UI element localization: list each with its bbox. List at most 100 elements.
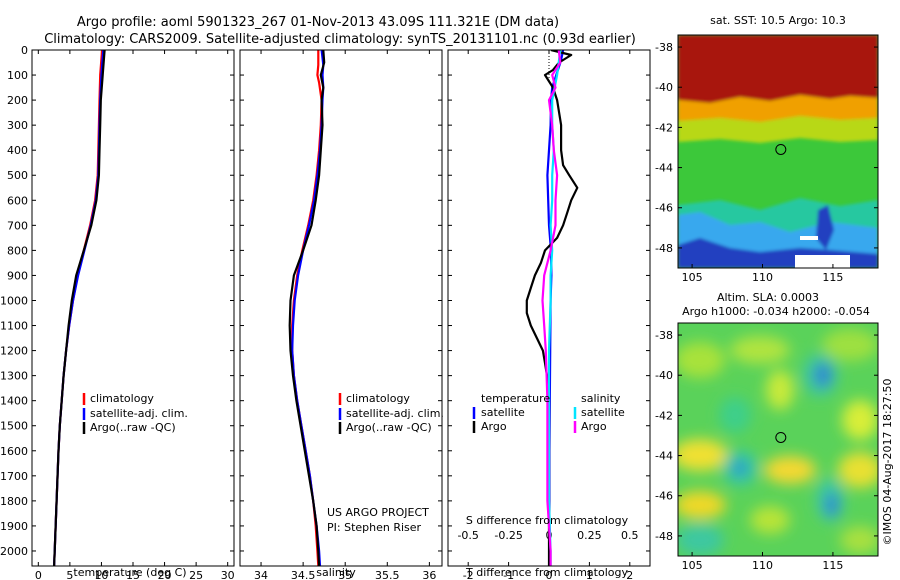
figure-title-line1: Argo profile: aoml 5901323_267 01-Nov-20… — [77, 15, 559, 30]
x-tick-label: 10 — [94, 569, 108, 580]
sst-yellow-band — [678, 116, 878, 143]
imos-timestamp: ©IMOS 04-Aug-2017 18:27:50 — [881, 379, 894, 546]
argo-location-marker — [775, 143, 787, 155]
map-lon-label: 110 — [752, 271, 773, 284]
series-line-satellite — [291, 50, 325, 566]
figure-title-line2: Climatology: CARS2009. Satellite-adjuste… — [44, 32, 636, 47]
legend-title-temperature: temperature — [481, 392, 550, 405]
depth-tick-label: 1600 — [0, 445, 28, 458]
x-tick-label: 25 — [189, 569, 203, 580]
sst-map-field — [678, 35, 878, 268]
map-lat-label: -48 — [655, 242, 673, 255]
x-tick-label: 35 — [338, 569, 352, 580]
depth-tick-label: 2000 — [0, 545, 28, 558]
pi-label: PI: Stephen Riser — [327, 521, 422, 534]
sst-map-frame — [677, 34, 879, 269]
series-line-argo — [53, 50, 106, 566]
x-tick-label: 34.5 — [291, 569, 316, 580]
x-tick-label: -2 — [463, 569, 474, 580]
depth-tick-label: 600 — [7, 194, 28, 207]
depth-axis-ticks: 0 100 200 300 400 500 600 700 800 900 1000 1100 1200… — [0, 44, 234, 558]
depth-tick-label: 300 — [7, 119, 28, 132]
legend-label-climatology: climatology — [346, 392, 410, 405]
map-lat-label: -38 — [655, 41, 673, 54]
sst-warm-band — [678, 35, 878, 103]
s-difference-axis-ticks: -0.5 -0.25 0 0.25 0.5 — [457, 529, 638, 542]
map-lon-label: 115 — [822, 559, 843, 572]
map-lon-label: 115 — [822, 271, 843, 284]
legend-title-salinity: salinity — [581, 392, 621, 405]
salinity-frame — [239, 49, 443, 567]
x-tick-label: 0 — [35, 569, 42, 580]
sst-missing-data — [795, 255, 850, 268]
depth-tick-label: 1900 — [0, 520, 28, 533]
difference-legend-salinity: salinity satellite Argo — [573, 392, 625, 433]
depth-tick-label: 100 — [7, 69, 28, 82]
depth-tick-label: 700 — [7, 219, 28, 232]
temperature-axis-ticks: 0 5 10 15 20 25 30 — [35, 50, 235, 580]
depth-tick-label: 1500 — [0, 420, 28, 433]
depth-tick-label: 800 — [7, 244, 28, 257]
sla-map-panel: Altim. SLA: 0.0003 Argo h1000: -0.034 h2… — [655, 291, 879, 572]
map-lat-label: -46 — [655, 490, 673, 503]
x-tick-label: 15 — [126, 569, 140, 580]
legend-label-satellite: satellite-adj. clim. — [346, 407, 444, 420]
temperature-profiles — [53, 50, 106, 566]
depth-tick-label: 0 — [21, 44, 28, 57]
s-difference-tick-label: 0.5 — [621, 529, 639, 542]
sst-map-panel: sat. SST: 10.5 Argo: 10.3 105 110 115 -38 -4… — [655, 14, 879, 284]
map-lat-label: -38 — [655, 329, 673, 342]
temperature-frame — [31, 49, 235, 567]
sst-map-title: sat. SST: 10.5 Argo: 10.3 — [710, 14, 846, 27]
t-difference-xlabel: T difference from climatology — [465, 566, 628, 579]
depth-tick-label: 200 — [7, 94, 28, 107]
sla-map-field — [678, 323, 878, 556]
salinity-xlabel: salinity — [316, 566, 356, 579]
x-tick-label: 2 — [626, 569, 633, 580]
series-line-climatology — [53, 50, 104, 566]
salinity-panel: 34 34.5 35 35.5 36 salinity climatology sate… — [239, 49, 444, 580]
s-difference-tick-label: 0.25 — [577, 529, 602, 542]
sla-map-ticks: 105 110 115 -38 -40 -42 -44 -46 -48 — [655, 329, 878, 572]
depth-tick-label: 1400 — [0, 395, 28, 408]
legend-label-t-satellite: satellite — [481, 406, 525, 419]
x-tick-label: -1 — [503, 569, 514, 580]
depth-tick-label: 1000 — [0, 294, 28, 307]
sst-cold-eddy — [816, 205, 834, 250]
depth-tick-label: 1200 — [0, 345, 28, 358]
legend-label-satellite: satellite-adj. clim. — [90, 407, 188, 420]
salinity-axis-ticks: 34 34.5 35 35.5 36 — [254, 50, 436, 580]
series-line-satellite — [53, 50, 105, 566]
project-label: US ARGO PROJECT — [327, 506, 429, 519]
difference-depth-ticks — [448, 49, 650, 552]
legend-label-s-satellite: satellite — [581, 406, 625, 419]
series-line-climatology — [291, 50, 323, 566]
sla-map-subtitle: Argo h1000: -0.034 h2000: -0.054 — [682, 305, 870, 318]
x-tick-label: 36 — [422, 569, 436, 580]
map-lat-label: -40 — [655, 369, 673, 382]
depth-tick-label: 1800 — [0, 495, 28, 508]
map-lon-label: 105 — [682, 271, 703, 284]
x-tick-label: 35.5 — [375, 569, 400, 580]
depth-tick-label: 1300 — [0, 370, 28, 383]
map-lat-label: -40 — [655, 81, 673, 94]
salinity-legend: climatology satellite-adj. clim. Argo(..… — [338, 392, 444, 434]
sla-map-title: Altim. SLA: 0.0003 — [717, 291, 819, 304]
depth-tick-label: 900 — [7, 269, 28, 282]
map-lon-label: 105 — [682, 559, 703, 572]
legend-label-argo: Argo(..raw -QC) — [346, 421, 432, 434]
sst-missing-data — [800, 236, 818, 240]
temperature-xlabel: temperature (deg C) — [73, 566, 186, 579]
sst-orange-band — [678, 95, 878, 122]
map-lat-label: -44 — [655, 162, 673, 175]
sla-map-frame — [677, 322, 879, 557]
difference-frame — [447, 49, 651, 567]
series-line-s-argo — [541, 50, 562, 566]
map-lat-label: -48 — [655, 530, 673, 543]
depth-tick-label: 1100 — [0, 320, 28, 333]
legend-label-climatology: climatology — [90, 392, 154, 405]
temperature-panel: 0100200300400500600700800900100011001200… — [0, 44, 235, 580]
x-tick-label: 5 — [66, 569, 73, 580]
series-line-s-satellite — [547, 50, 562, 566]
difference-profiles — [525, 50, 579, 566]
